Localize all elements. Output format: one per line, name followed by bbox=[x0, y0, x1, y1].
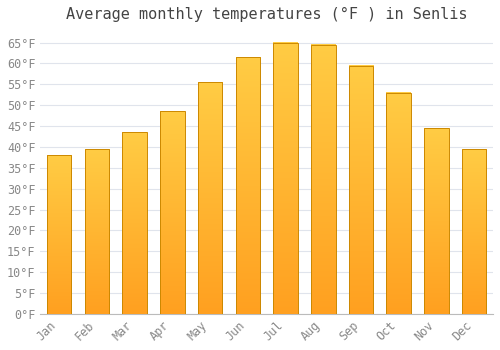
Title: Average monthly temperatures (°F ) in Senlis: Average monthly temperatures (°F ) in Se… bbox=[66, 7, 468, 22]
